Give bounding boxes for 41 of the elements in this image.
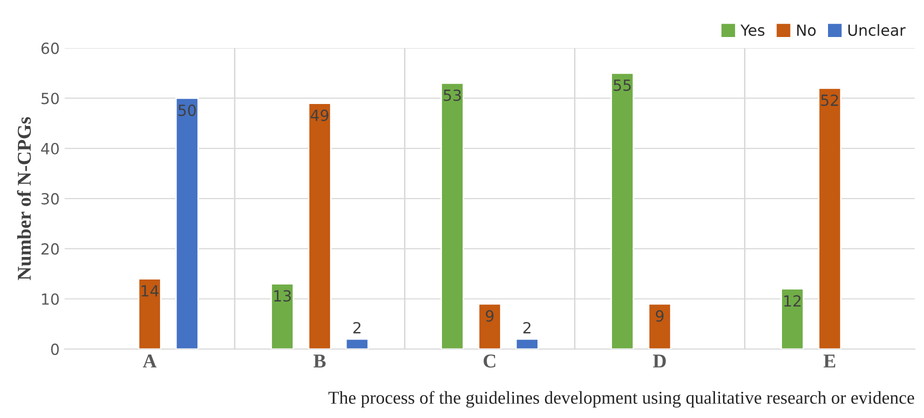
- bar: [515, 338, 539, 350]
- bar: [308, 102, 332, 350]
- data-label: 9: [486, 310, 494, 322]
- x-tick-label: A: [142, 354, 157, 368]
- data-label: 13: [274, 290, 291, 302]
- data-label: 55: [614, 80, 631, 91]
- data-label: 14: [142, 285, 159, 296]
- x-tick-label: E: [824, 354, 836, 368]
- bar: [478, 303, 502, 350]
- legend-label: Unclear: [848, 24, 906, 36]
- y-tick-label: 20: [41, 243, 59, 255]
- bar: [270, 283, 294, 350]
- bar: [138, 278, 162, 350]
- data-label: 2: [353, 322, 360, 334]
- bar: [648, 303, 672, 350]
- x-tick-label: C: [484, 354, 496, 368]
- x-tick-label: D: [653, 354, 666, 368]
- bar: [440, 82, 464, 350]
- bar: [345, 338, 369, 350]
- y-tick-label: 60: [41, 42, 59, 54]
- bar: [175, 98, 199, 350]
- y-tick-label: 10: [42, 293, 59, 305]
- y-tick-label: 30: [42, 193, 59, 205]
- data-label: 2: [523, 322, 530, 334]
- data-label: 50: [178, 104, 196, 116]
- bar: [818, 88, 842, 350]
- x-axis-title: The process of the guidelines development using qualitative research or evidence: [328, 390, 914, 408]
- y-tick-label: 50: [42, 92, 59, 104]
- bar: [780, 288, 804, 350]
- data-label: 12: [784, 295, 801, 306]
- data-label: 49: [310, 110, 328, 122]
- data-label: 9: [656, 310, 664, 322]
- y-tick-label: 0: [51, 343, 59, 356]
- legend-label: Yes: [740, 24, 764, 36]
- bar: [610, 72, 634, 350]
- x-tick-label: B: [314, 354, 326, 368]
- legend-label: No: [797, 24, 816, 36]
- y-axis-title: Number of N-CPGs: [16, 117, 31, 280]
- data-label: 52: [821, 94, 838, 106]
- data-label: 53: [444, 89, 461, 102]
- y-tick-label: 40: [41, 142, 59, 154]
